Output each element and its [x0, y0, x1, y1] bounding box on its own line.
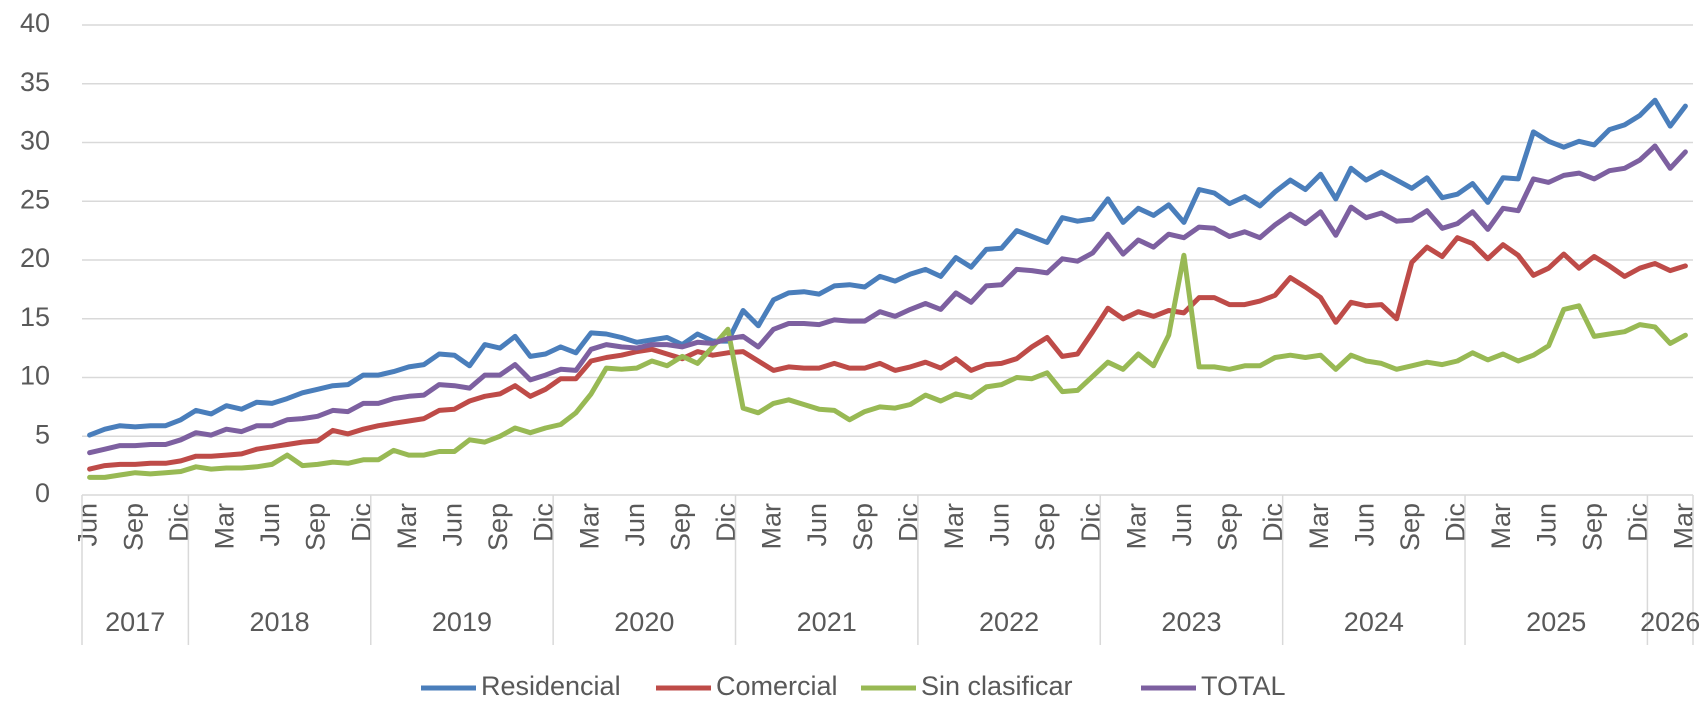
legend-label: Comercial: [716, 671, 838, 701]
x-tick-label: Sep: [1395, 503, 1425, 551]
x-tick-label: Jun: [73, 503, 103, 547]
year-label: 2022: [979, 607, 1039, 637]
x-tick-label: Jun: [1349, 503, 1379, 547]
y-tick-label: 25: [20, 184, 50, 214]
year-label: 2021: [797, 607, 857, 637]
year-label: 2019: [432, 607, 492, 637]
x-tick-label: Mar: [1304, 503, 1334, 550]
x-tick-label: Jun: [1167, 503, 1197, 547]
x-tick-label: Mar: [757, 503, 787, 550]
series-line: [87, 143, 1688, 456]
x-tick-label: Sep: [118, 503, 148, 551]
x-tick-label: Sep: [848, 503, 878, 551]
x-tick-label: Dic: [164, 503, 194, 542]
x-tick-label: Mar: [392, 503, 422, 550]
y-tick-label: 10: [20, 361, 50, 391]
series-line: [87, 235, 1688, 472]
x-tick-label: Dic: [1258, 503, 1288, 542]
x-tick-label: Mar: [574, 503, 604, 550]
x-tick-label: Dic: [346, 503, 376, 542]
year-label: 2020: [614, 607, 674, 637]
x-tick-label: Sep: [1213, 503, 1243, 551]
legend-label: Residencial: [481, 671, 621, 701]
y-tick-label: 35: [20, 67, 50, 97]
x-tick-label: Jun: [802, 503, 832, 547]
x-tick-label: Mar: [1486, 503, 1516, 550]
year-label: 2018: [250, 607, 310, 637]
x-tick-label: Jun: [985, 503, 1015, 547]
series-line: [87, 97, 1688, 438]
year-label: 2023: [1161, 607, 1221, 637]
x-tick-label: Dic: [1076, 503, 1106, 542]
x-tick-label: Sep: [665, 503, 695, 551]
x-tick-label: Dic: [1441, 503, 1471, 542]
legend-label: TOTAL: [1201, 671, 1286, 701]
x-tick-label: Jun: [1532, 503, 1562, 547]
series-line: [87, 252, 1688, 480]
x-tick-label: Sep: [1030, 503, 1060, 551]
x-tick-label: Dic: [893, 503, 923, 542]
x-tick-label: Dic: [711, 503, 741, 542]
year-label: 2024: [1344, 607, 1404, 637]
y-tick-label: 15: [20, 302, 50, 332]
x-tick-label: Dic: [1623, 503, 1653, 542]
x-tick-label: Dic: [529, 503, 559, 542]
x-tick-label: Sep: [301, 503, 331, 551]
x-tick-label: Mar: [939, 503, 969, 550]
x-tick-label: Mar: [1121, 503, 1151, 550]
year-label: 2017: [105, 607, 165, 637]
y-tick-label: 30: [20, 126, 50, 156]
x-tick-label: Mar: [1669, 503, 1699, 550]
x-tick-label: Jun: [620, 503, 650, 547]
x-tick-label: Sep: [483, 503, 513, 551]
y-tick-label: 40: [20, 8, 50, 38]
y-tick-label: 0: [35, 478, 50, 508]
x-tick-label: Sep: [1577, 503, 1607, 551]
year-label: 2026: [1640, 607, 1700, 637]
x-tick-label: Jun: [255, 503, 285, 547]
year-label: 2025: [1526, 607, 1586, 637]
x-tick-label: Mar: [210, 503, 240, 550]
y-tick-label: 5: [35, 419, 50, 449]
legend-label: Sin clasificar: [921, 671, 1073, 701]
x-tick-label: Jun: [437, 503, 467, 547]
y-tick-label: 20: [20, 243, 50, 273]
